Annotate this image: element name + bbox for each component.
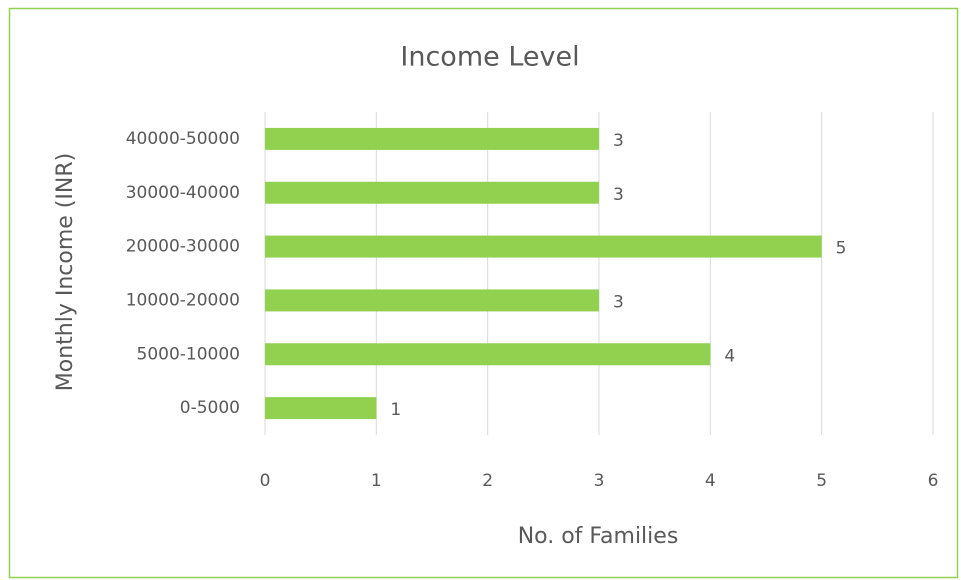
data-label: 4	[724, 346, 735, 366]
chart-title: Income Level	[400, 42, 579, 73]
bar	[265, 289, 599, 312]
y-tick-label: 20000-30000	[126, 237, 240, 257]
bar	[265, 181, 599, 204]
bar	[265, 235, 822, 258]
x-tick-label: 4	[705, 471, 716, 491]
data-label: 5	[836, 239, 847, 259]
y-tick-label: 5000-10000	[137, 344, 240, 364]
y-tick-label: 10000-20000	[126, 290, 240, 310]
bar	[265, 397, 377, 420]
bar	[265, 343, 711, 366]
y-axis-label: Monthly Income (INR)	[53, 153, 78, 391]
data-label: 1	[390, 400, 401, 420]
x-tick-label: 1	[371, 471, 382, 491]
x-tick-label: 5	[816, 471, 827, 491]
y-tick-label: 30000-40000	[126, 183, 240, 203]
x-tick-label: 2	[482, 471, 493, 491]
y-tick-label: 40000-50000	[126, 129, 240, 149]
x-tick-label: 6	[928, 471, 939, 491]
x-axis-label: No. of Families	[518, 524, 679, 549]
x-tick-label: 3	[594, 471, 605, 491]
data-label: 3	[613, 292, 624, 312]
bar	[265, 127, 599, 150]
data-label: 3	[613, 185, 624, 205]
y-tick-label: 0-5000	[180, 398, 240, 418]
data-label: 3	[613, 131, 624, 151]
x-tick-label: 0	[260, 471, 271, 491]
